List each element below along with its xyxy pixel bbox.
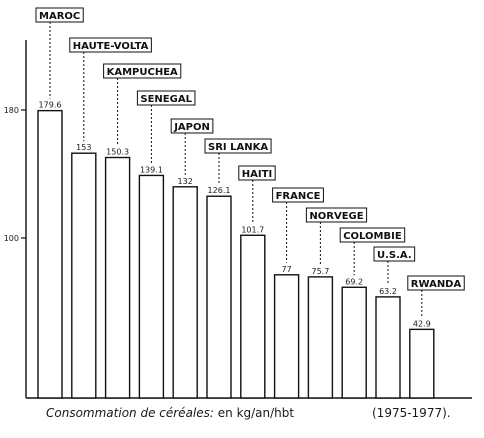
- category-label: FRANCE: [276, 191, 321, 202]
- bar: [71, 152, 97, 399]
- caption-title: Consommation de céréales:: [46, 406, 214, 420]
- category-box: [69, 37, 152, 53]
- category-box: [103, 63, 182, 79]
- value-label: 75.7: [311, 267, 329, 276]
- chart-caption: Consommation de céréales: en kg/an/hbt (…: [46, 406, 476, 420]
- category-label: SRI LANKA: [208, 142, 268, 153]
- category-label: U.S.A.: [377, 250, 412, 261]
- category-label: COLOMBIE: [343, 231, 402, 242]
- category-box: [339, 227, 406, 243]
- bars: 179.6 MAROC 153 HAUTE-VOLTA 150.3 KAMPUCHEA 13…: [35, 7, 465, 399]
- bar: [240, 234, 266, 399]
- bar: [172, 186, 198, 399]
- bar: [37, 109, 63, 399]
- category-label: RWANDA: [411, 279, 462, 290]
- value-label: 139.1: [140, 165, 163, 174]
- value-label: 126.1: [208, 186, 231, 195]
- category-box: [204, 138, 272, 154]
- value-label: 69.2: [345, 277, 363, 286]
- bar: [273, 274, 300, 399]
- category-label: MAROC: [39, 11, 80, 22]
- value-label: 101.7: [241, 225, 264, 234]
- y-tick-label: 180: [4, 106, 19, 115]
- category-label: KAMPUCHEA: [107, 67, 178, 78]
- bar: [104, 156, 131, 399]
- value-label: 179.6: [39, 101, 62, 110]
- y-axis-ticks: 100 180: [4, 106, 26, 243]
- category-box: [238, 165, 276, 181]
- caption-period: (1975-1977).: [372, 406, 451, 420]
- bar: [409, 328, 435, 399]
- category-box: [170, 118, 214, 134]
- bar: [206, 195, 232, 399]
- value-label: 153: [76, 143, 91, 152]
- y-tick-label: 100: [4, 234, 19, 243]
- category-label: HAUTE-VOLTA: [73, 41, 149, 52]
- category-label: NORVEGE: [309, 211, 363, 222]
- category-label: JAPON: [173, 122, 210, 133]
- category-box: [136, 90, 196, 106]
- category-box: [305, 207, 368, 223]
- bar: [375, 296, 401, 399]
- category-box: [35, 7, 84, 23]
- value-label: 63.2: [379, 287, 397, 296]
- value-label: 77: [282, 265, 292, 274]
- bar: [138, 174, 165, 399]
- caption-units: en kg/an/hbt: [217, 406, 295, 420]
- category-label: HAITI: [242, 169, 272, 180]
- category-box: [373, 246, 416, 262]
- value-label: 150.3: [106, 148, 129, 157]
- value-label: 42.9: [413, 319, 431, 328]
- bar: [341, 286, 367, 399]
- bar: [307, 276, 334, 399]
- value-label: 132: [178, 177, 193, 186]
- category-box: [407, 275, 465, 291]
- category-label: SENEGAL: [140, 94, 192, 105]
- category-box: [272, 187, 324, 203]
